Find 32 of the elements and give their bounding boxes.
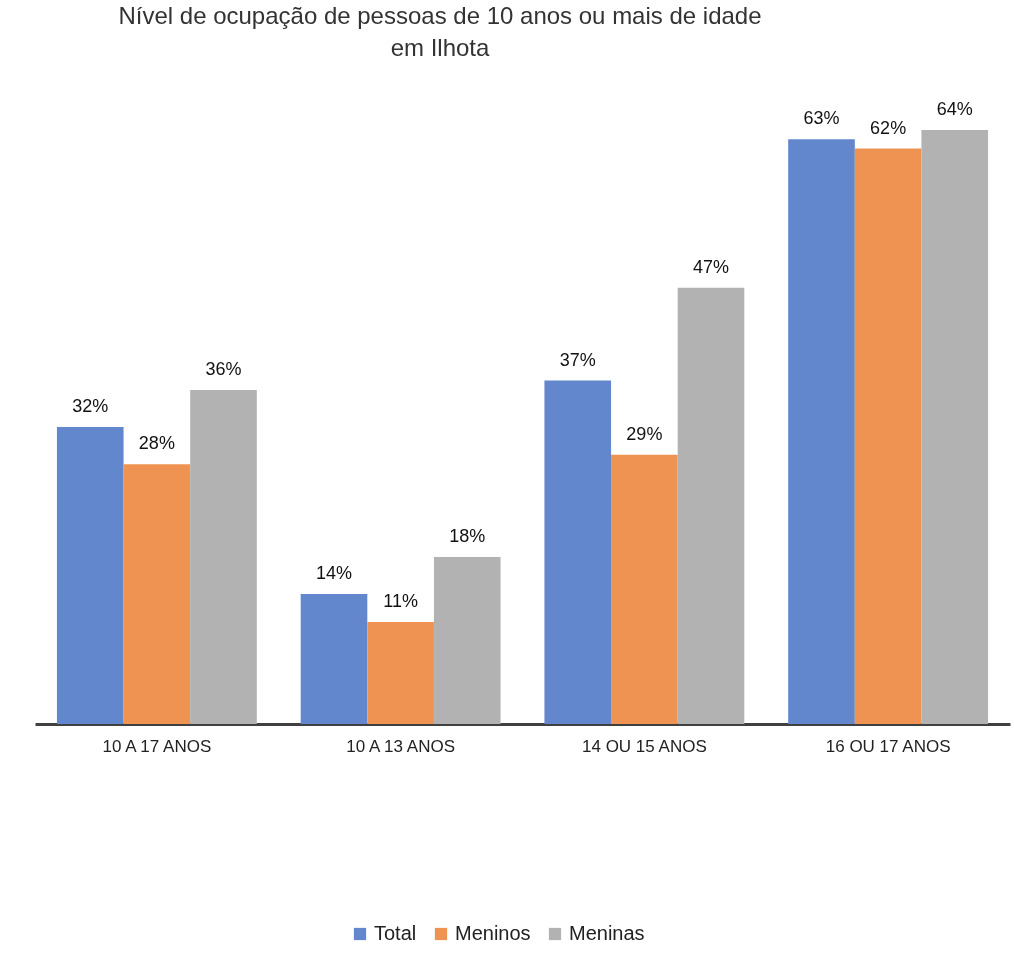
bar: [367, 621, 434, 724]
bar: [677, 287, 745, 724]
legend-label: Meninos: [455, 922, 531, 944]
legend-label: Meninas: [569, 922, 645, 944]
data-label: 36%: [205, 358, 242, 379]
data-label: 37%: [559, 349, 596, 370]
bar: [433, 556, 501, 724]
x-tick-label: 10 A 13 ANOS: [346, 736, 455, 756]
bar: [611, 454, 678, 724]
data-label: 14%: [315, 563, 353, 584]
data-label: 32%: [72, 396, 109, 416]
data-label: 62%: [870, 117, 907, 138]
bar: [921, 130, 989, 724]
bar: [788, 139, 855, 724]
x-tick-label: 14 OU 15 ANOS: [582, 736, 707, 756]
chart-title: Nível de ocupação de pessoas de 10 anos ou mais de idade em Ilhota: [118, 2, 762, 61]
data-label: 28%: [138, 433, 175, 454]
data-label: 64%: [936, 99, 973, 119]
bar: [854, 148, 922, 724]
data-label: 47%: [692, 256, 730, 277]
data-label: 18%: [449, 525, 486, 546]
x-tick-label: 10 A 17 ANOS: [102, 736, 212, 756]
data-label: 63%: [803, 108, 840, 129]
data-label: 11%: [383, 590, 418, 611]
data-label: 29%: [626, 423, 663, 444]
legend-label: Total: [374, 922, 417, 944]
bar: [56, 427, 124, 724]
x-tick-label: 16 OU 17 ANOS: [825, 736, 951, 756]
bar: [544, 380, 612, 724]
bar: [300, 594, 368, 724]
bar: [123, 464, 191, 724]
bar: [190, 389, 257, 724]
